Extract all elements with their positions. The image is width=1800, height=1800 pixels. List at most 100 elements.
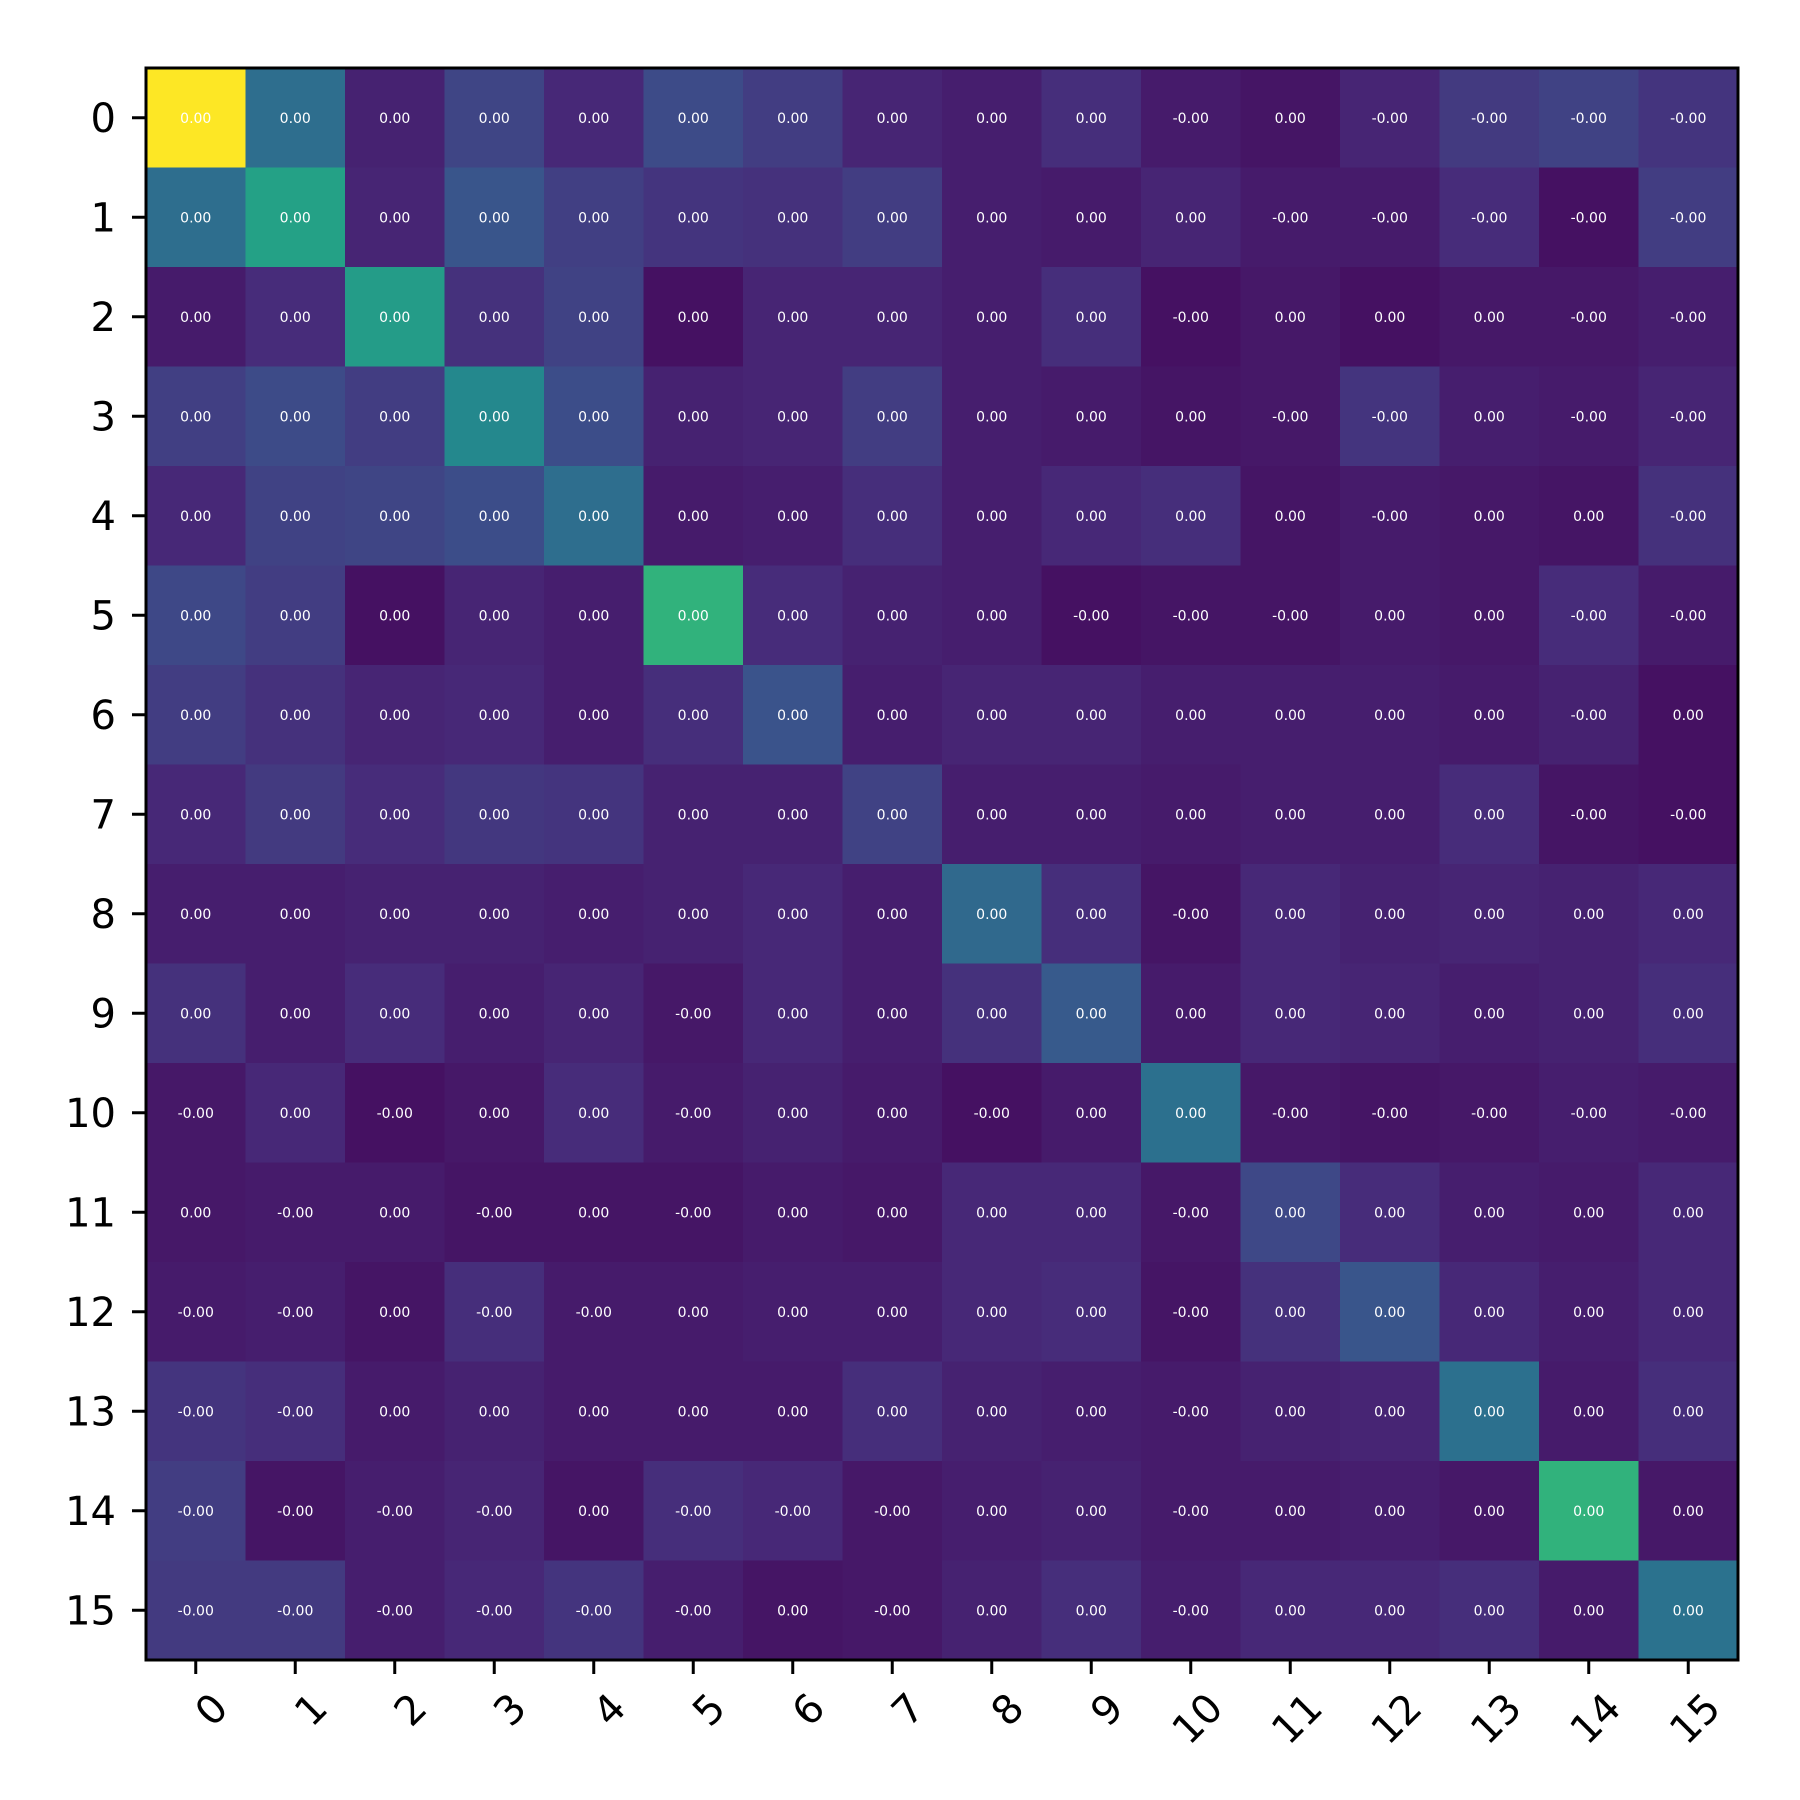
x-tick-label: 11 [1263,1685,1332,1754]
cell-value-label: 0.00 [777,807,808,823]
cell-value-label: 0.00 [976,1603,1007,1619]
heatmap-cell [345,565,446,666]
cell-value-label: 0.00 [1474,807,1505,823]
heatmap-cell [444,764,545,865]
cell-value-label: 0.00 [1474,509,1505,525]
heatmap-cell [544,764,645,865]
cell-value-label: -0.00 [377,1504,413,1520]
heatmap-cell [1539,366,1640,467]
heatmap-cell [245,167,346,268]
x-tick-label: 1 [286,1685,337,1736]
cell-value-label: -0.00 [1670,210,1706,226]
cell-value-label: 0.00 [777,509,808,525]
cell-value-label: -0.00 [1372,509,1408,525]
cell-value-label: 0.00 [280,111,311,127]
y-tick-label: 8 [91,892,116,938]
heatmap-cell [1041,1063,1142,1164]
heatmap-cell [245,864,346,965]
heatmap-cell [1340,1560,1441,1661]
cell-value-label: 0.00 [578,608,609,624]
cell-value-label: -0.00 [1670,111,1706,127]
heatmap-cell [1340,466,1441,567]
cell-value-label: 0.00 [678,1305,709,1321]
cell-value-label: -0.00 [1272,409,1308,425]
cell-value-label: 0.00 [1175,409,1206,425]
cell-value-label: -0.00 [1471,1106,1507,1122]
cell-value-label: 0.00 [1573,1305,1604,1321]
cell-value-label: -0.00 [1272,210,1308,226]
cell-value-label: 0.00 [280,210,311,226]
heatmap-cell [1141,1063,1242,1164]
cell-value-label: 0.00 [180,708,211,724]
heatmap-cell [146,366,247,467]
cell-value-label: 0.00 [280,907,311,923]
heatmap-cell [345,1361,446,1462]
cell-value-label: -0.00 [1173,608,1209,624]
heatmap-cell [942,764,1043,865]
heatmap-cell [1439,1063,1540,1164]
cell-value-label: 0.00 [1573,1006,1604,1022]
cell-value-label: 0.00 [479,310,510,326]
heatmap-cell [544,366,645,467]
heatmap-cell [1539,864,1640,965]
heatmap-cell [245,1162,346,1263]
cell-value-label: 0.00 [777,310,808,326]
heatmap-cell [444,1162,545,1263]
cell-value-label: 0.00 [877,1205,908,1221]
cell-value-label: 0.00 [180,111,211,127]
cell-value-label: 0.00 [976,509,1007,525]
heatmap-cell [1539,1361,1640,1462]
heatmap-cell [942,167,1043,268]
heatmap-cell [1340,1063,1441,1164]
cell-value-label: 0.00 [1175,708,1206,724]
cell-value-label: 0.00 [578,907,609,923]
heatmap-cell [1638,366,1739,467]
cell-value-label: 0.00 [1076,509,1107,525]
heatmap-cell [942,565,1043,666]
x-tick-label: 8 [983,1685,1034,1736]
cell-value-label: 0.00 [1673,1006,1704,1022]
heatmap-cell [743,1262,844,1363]
y-tick-label: 7 [91,792,116,838]
heatmap-cell [245,68,346,169]
cell-value-label: -0.00 [576,1603,612,1619]
cell-value-label: 0.00 [1374,807,1405,823]
cell-value-label: 0.00 [1374,1305,1405,1321]
heatmap-cell [842,1461,943,1562]
cell-value-label: -0.00 [377,1106,413,1122]
heatmap-cell [1240,1262,1341,1363]
cell-value-label: 0.00 [379,608,410,624]
heatmap-cell [842,267,943,368]
heatmap-cell [544,1162,645,1263]
heatmap-cell [245,764,346,865]
heatmap-cell [146,565,247,666]
heatmap-cell [743,366,844,467]
cell-value-label: -0.00 [1272,1106,1308,1122]
heatmap-cell [146,267,247,368]
heatmap-cell [345,366,446,467]
heatmap-cell [544,1262,645,1363]
cell-value-label: 0.00 [877,1006,908,1022]
cell-value-label: 0.00 [1474,708,1505,724]
cell-value-label: 0.00 [578,1404,609,1420]
cell-value-label: 0.00 [678,1404,709,1420]
heatmap-cell [942,1461,1043,1562]
heatmap-cell [544,466,645,567]
cell-value-label: 0.00 [1374,1504,1405,1520]
cell-value-label: -0.00 [576,1305,612,1321]
heatmap-cell [1041,1560,1142,1661]
cell-value-label: -0.00 [277,1305,313,1321]
heatmap-cell [743,1560,844,1661]
y-tick-label: 12 [65,1290,116,1336]
heatmap-cell [146,466,247,567]
cell-value-label: 0.00 [877,509,908,525]
x-tick-label: 9 [1082,1685,1133,1736]
cell-value-label: 0.00 [1474,1603,1505,1619]
cell-value-label: -0.00 [874,1603,910,1619]
heatmap-cell [842,1063,943,1164]
heatmap-cell [1041,864,1142,965]
cell-value-label: -0.00 [476,1205,512,1221]
cell-value-label: -0.00 [476,1305,512,1321]
cell-value-label: -0.00 [1670,1106,1706,1122]
heatmap-cell [1340,864,1441,965]
